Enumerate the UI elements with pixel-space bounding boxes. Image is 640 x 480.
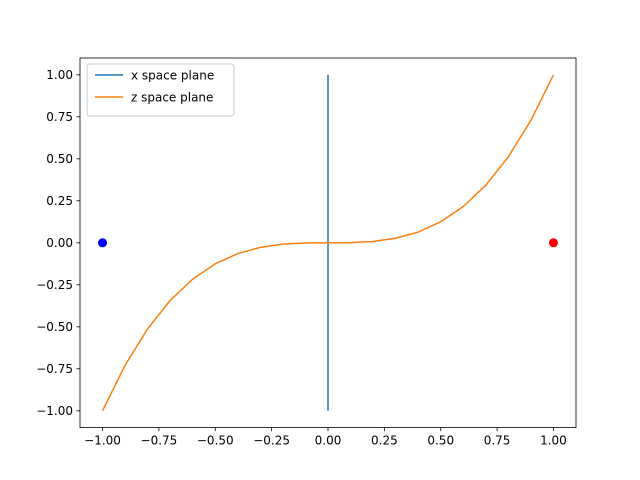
x-tick-label: 0.50 <box>427 434 454 448</box>
x-tick-label: −0.50 <box>197 434 234 448</box>
x-axis: −1.00 −0.75 −0.50 −0.25 0.00 0.25 0.50 0.75 1.00 <box>84 427 567 448</box>
x-tick-label: 0.75 <box>484 434 511 448</box>
y-tick-label: 0.25 <box>46 194 73 208</box>
y-tick-label: 0.75 <box>46 110 73 124</box>
y-tick-label: −1.00 <box>36 404 73 418</box>
plot-points <box>98 238 558 248</box>
legend-label-2: z space plane <box>131 90 213 104</box>
y-tick-label: 1.00 <box>46 68 73 82</box>
y-axis: −1.00 −0.75 −0.50 −0.25 0.00 0.25 0.50 0.75 1.00 <box>36 68 80 418</box>
x-tick-label: 0.00 <box>315 434 342 448</box>
y-tick-label: 0.00 <box>46 236 73 250</box>
x-tick-label: −0.25 <box>253 434 290 448</box>
x-tick-label: 0.25 <box>371 434 398 448</box>
plot-series <box>101 74 555 412</box>
y-tick-label: −0.75 <box>36 362 73 376</box>
series-line-2 <box>101 74 555 412</box>
x-tick-label: −1.00 <box>84 434 121 448</box>
legend-box <box>86 63 235 117</box>
x-tick-label: −0.75 <box>141 434 178 448</box>
y-tick-label: −0.25 <box>36 278 73 292</box>
data-point-1 <box>98 238 108 248</box>
data-point-2 <box>548 238 558 248</box>
legend-label-1: x space plane <box>131 68 214 82</box>
legend: x space plane z space plane <box>86 63 235 117</box>
y-tick-label: −0.50 <box>36 320 73 334</box>
y-tick-label: 0.50 <box>46 152 73 166</box>
x-tick-label: 1.00 <box>540 434 567 448</box>
